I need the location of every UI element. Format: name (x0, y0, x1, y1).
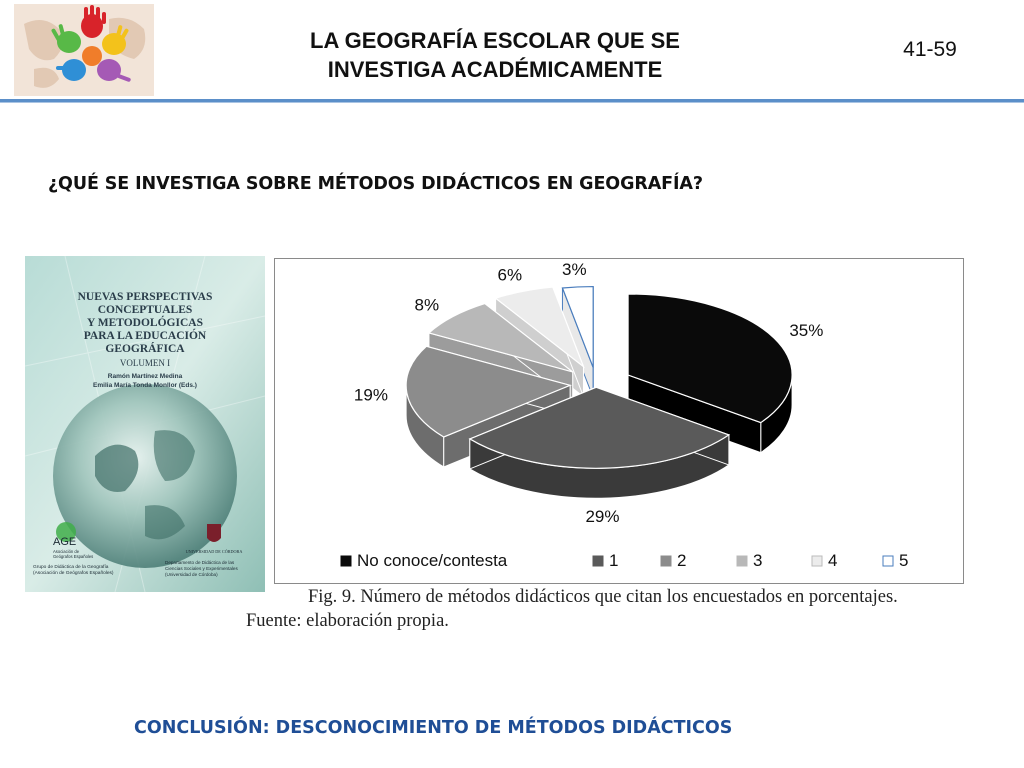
university-name: UNIVERSIDAD DE CÓRDOBA (186, 549, 243, 554)
legend-label: 5 (899, 551, 908, 570)
age-globe-icon (56, 522, 76, 542)
legend-label: 4 (828, 551, 837, 570)
cover-editor-1: Ramón Martínez Medina (108, 373, 183, 380)
legend-label: No conoce/contesta (357, 551, 508, 570)
age-logo-text: AGE (53, 536, 76, 548)
legend-swatch (811, 555, 823, 567)
age-sub-1: Asociación de (53, 549, 80, 554)
pie-slice (468, 386, 731, 499)
figure-caption: Fig. 9. Número de métodos didácticos que… (308, 587, 898, 607)
legend-swatch (592, 555, 604, 567)
dept-line-2: Ciencias Sociales y Experimentales (165, 566, 238, 571)
title-line-2: INVESTIGA ACADÉMICAMENTE (327, 57, 663, 82)
dept-line-3: (Universidad de Córdoba) (165, 572, 218, 577)
legend-item: 4 (811, 551, 837, 570)
pie-percent-label: 35% (789, 321, 823, 340)
cover-title-line: GEOGRÁFICA (105, 341, 185, 355)
page-title: LA GEOGRAFÍA ESCOLAR QUE SE INVESTIGA AC… (240, 26, 750, 84)
legend-item: 5 (882, 551, 908, 570)
cover-editor-2: Emilia María Tonda Monllor (Eds.) (93, 382, 197, 389)
cover-volume: VOLUMEN I (120, 358, 170, 368)
pie-slice (561, 285, 594, 398)
legend-item: 3 (736, 551, 762, 570)
section-question: ¿QUÉ SE INVESTIGA SOBRE MÉTODOS DIDÁCTIC… (48, 174, 703, 194)
legend-swatch (736, 555, 748, 567)
legend-item: No conoce/contesta (340, 551, 508, 570)
pie-percent-label: 29% (585, 507, 619, 526)
dept-line-1: Departamento de Didáctica de las (165, 560, 235, 565)
legend-swatch (882, 555, 894, 567)
age-sub-2: Geógrafos Españoles (53, 554, 93, 559)
legend-label: 1 (609, 551, 618, 570)
book-cover-image: NUEVAS PERSPECTIVAS CONCEPTUALES Y METOD… (25, 256, 265, 592)
pie-percent-label: 8% (415, 295, 440, 314)
pie-slice (627, 293, 793, 454)
figure-source: Fuente: elaboración propia. (246, 611, 449, 631)
pie-chart: 35% 29% 19% 8% 6% 3% No conoce/contesta 1 2 3 4 5 (340, 260, 908, 570)
pie-chart-frame: 35% 29% 19% 8% 6% 3% No conoce/contesta 1 2 3 4 5 (274, 258, 964, 584)
conclusion-text: CONCLUSIÓN: DESCONOCIMIENTO DE MÉTODOS D… (134, 718, 733, 738)
group-line-1: Grupo de Didáctica de la Geografía (33, 564, 109, 570)
pie-percent-label: 6% (498, 266, 523, 285)
hands-logo (14, 4, 154, 96)
legend-swatch (340, 555, 352, 567)
header-divider (0, 99, 1024, 102)
legend-item: 2 (660, 551, 686, 570)
university-shield-icon (207, 524, 221, 542)
legend-swatch (660, 555, 672, 567)
title-line-1: LA GEOGRAFÍA ESCOLAR QUE SE (310, 28, 680, 53)
pie-percent-label: 19% (354, 386, 388, 405)
cover-title-line: Y METODOLÓGICAS (87, 315, 203, 329)
pie-percent-label: 3% (562, 260, 587, 279)
cover-title-line: CONCEPTUALES (98, 304, 193, 316)
cover-title-line: NUEVAS PERSPECTIVAS (78, 291, 213, 303)
cover-title-line: PARA LA EDUCACIÓN (84, 328, 207, 342)
legend-item: 1 (592, 551, 618, 570)
page-number: 41-59 (903, 38, 957, 61)
group-line-2: (Asociación de Geógrafos Españoles) (33, 570, 114, 576)
legend-label: 3 (753, 551, 762, 570)
header-divider-shadow (0, 102, 1024, 103)
legend-label: 2 (677, 551, 686, 570)
